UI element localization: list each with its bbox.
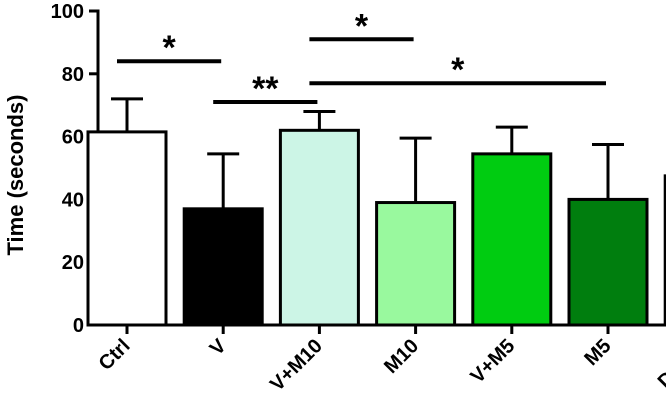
- bar-m10: [375, 201, 457, 327]
- x-category-label: Ctrl: [95, 335, 135, 375]
- significance-markers: *****: [117, 7, 606, 108]
- y-tick-label: 40: [62, 189, 84, 211]
- bar-v-m5: [471, 152, 553, 327]
- y-tick-label: 100: [51, 1, 84, 23]
- significance-label: *: [162, 29, 176, 67]
- bar-v-m10: [278, 128, 360, 327]
- y-tick-label: 20: [62, 252, 84, 274]
- x-category-label: M10: [380, 335, 423, 378]
- bar-m5: [567, 197, 649, 327]
- y-tick-label: 80: [62, 64, 84, 86]
- x-category-label: M5: [580, 335, 615, 370]
- bar-v: [182, 207, 264, 327]
- x-category-label: V+M10: [266, 335, 327, 396]
- y-tick-label: 0: [73, 315, 84, 337]
- significance-label: *: [451, 51, 465, 89]
- y-tick-label: 60: [62, 127, 84, 149]
- y-axis-title: Time (seconds): [3, 95, 28, 256]
- x-category-label: DMSO: [654, 335, 666, 393]
- x-category-label: V: [206, 335, 231, 360]
- significance-label: **: [252, 70, 279, 108]
- x-category-label: V+M5: [466, 335, 519, 388]
- bars: [86, 97, 666, 327]
- bar-ctrl: [86, 130, 168, 327]
- significance-label: *: [355, 7, 369, 45]
